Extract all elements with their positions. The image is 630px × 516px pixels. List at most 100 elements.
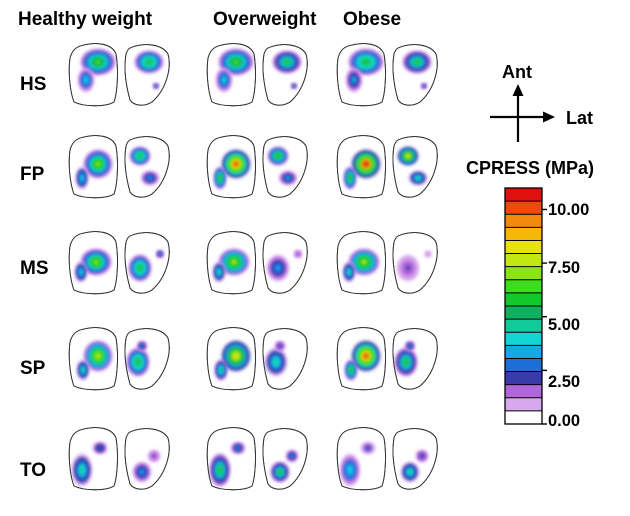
lateral-plate-border bbox=[392, 232, 438, 294]
lateral-plate-outline bbox=[392, 136, 438, 198]
pressure-map-hs-0 bbox=[68, 43, 170, 107]
colorbar-title: CPRESS (MPa) bbox=[466, 158, 595, 178]
pressure-map-hs-1 bbox=[206, 43, 308, 107]
pressure-contour bbox=[140, 470, 144, 474]
colorbar-segment bbox=[505, 332, 542, 346]
pressure-contour bbox=[352, 77, 356, 83]
lateral-arrowhead bbox=[543, 111, 555, 123]
pressure-contour bbox=[423, 85, 425, 87]
lateral-plate bbox=[262, 328, 308, 390]
pressure-contour bbox=[231, 259, 237, 265]
pressure-map-sp-1 bbox=[206, 327, 308, 391]
anterior-label: Ant bbox=[502, 62, 532, 82]
medial-plate-border bbox=[68, 135, 118, 199]
pressure-contour bbox=[293, 85, 295, 87]
pressure-contour bbox=[94, 59, 102, 65]
pressure-contour bbox=[286, 176, 290, 180]
medial-plate bbox=[336, 135, 386, 199]
medial-plate bbox=[68, 43, 118, 107]
pressure-contour bbox=[155, 85, 157, 87]
lateral-plate-border bbox=[262, 328, 308, 390]
medial-plate bbox=[206, 135, 256, 199]
pressure-contour bbox=[406, 154, 410, 158]
medial-plate bbox=[68, 231, 118, 295]
colorbar-segment bbox=[505, 188, 542, 202]
pressure-contour bbox=[95, 353, 101, 359]
pressure-map-to-2 bbox=[336, 427, 438, 491]
lateral-label: Lat bbox=[566, 108, 593, 128]
medial-plate-border bbox=[336, 43, 386, 107]
pressure-contour bbox=[232, 59, 240, 65]
pressure-contour bbox=[347, 270, 351, 274]
pressure-contour bbox=[362, 59, 370, 65]
lateral-plate-border bbox=[124, 44, 170, 106]
pressure-contour bbox=[427, 253, 429, 255]
lateral-plate-border bbox=[124, 328, 170, 390]
pressure-contour bbox=[348, 175, 352, 181]
pressure-contour bbox=[233, 353, 239, 359]
pressure-map-fp-1 bbox=[206, 135, 308, 199]
row-label-ms: MS bbox=[20, 258, 49, 279]
colorbar-segment bbox=[505, 240, 542, 254]
colorbar-segment bbox=[505, 266, 542, 281]
medial-plate-border bbox=[206, 43, 256, 107]
pressure-contour bbox=[81, 368, 85, 372]
pressure-contour bbox=[416, 176, 420, 180]
pressure-contour bbox=[218, 175, 222, 181]
colorbar-segment bbox=[505, 371, 542, 386]
pressure-contour bbox=[159, 253, 161, 255]
pressure-contour bbox=[278, 470, 282, 474]
pressure-map-to-0 bbox=[68, 427, 170, 491]
lateral-plate bbox=[124, 328, 170, 390]
pressure-contour bbox=[363, 161, 369, 167]
colorbar-segment bbox=[505, 279, 542, 294]
lateral-plate-border bbox=[262, 44, 308, 106]
pressure-contour bbox=[152, 454, 156, 458]
colorbar-segment bbox=[505, 306, 542, 320]
colorbar-tick-label: 7.50 bbox=[548, 259, 581, 277]
lateral-plate bbox=[392, 232, 438, 294]
pressure-contour bbox=[403, 359, 409, 365]
colorbar-segment bbox=[505, 410, 542, 425]
pressure-contour bbox=[222, 77, 226, 83]
colorbar-segment bbox=[505, 384, 542, 399]
pressure-contour bbox=[218, 466, 222, 474]
medial-plate bbox=[206, 43, 256, 107]
colorbar-segment bbox=[505, 201, 542, 215]
pressure-contour bbox=[141, 345, 143, 347]
pressure-contour bbox=[361, 259, 367, 265]
lateral-plate-border bbox=[392, 44, 438, 106]
medial-plate-border bbox=[206, 231, 256, 295]
lateral-plate-outline bbox=[124, 136, 170, 198]
colorbar-frame bbox=[504, 187, 543, 425]
lateral-plate bbox=[392, 44, 438, 106]
medial-plate-border bbox=[206, 135, 256, 199]
pressure-contour bbox=[98, 446, 102, 450]
pressure-contour bbox=[146, 59, 152, 65]
lateral-plate-border bbox=[392, 136, 438, 198]
medial-plate-border bbox=[68, 427, 118, 491]
medial-plate-border bbox=[68, 231, 118, 295]
colorbar-segment bbox=[505, 358, 542, 372]
pressure-contour bbox=[80, 175, 84, 181]
lateral-plate bbox=[124, 44, 170, 106]
pressure-contour bbox=[297, 253, 299, 255]
lateral-plate bbox=[124, 428, 170, 490]
pressure-contour bbox=[219, 368, 223, 372]
colorbar-segment bbox=[505, 345, 542, 359]
lateral-plate bbox=[392, 328, 438, 390]
lateral-plate bbox=[262, 44, 308, 106]
lateral-plate bbox=[392, 136, 438, 198]
lateral-plate bbox=[124, 136, 170, 198]
lateral-plate bbox=[392, 428, 438, 490]
pressure-contour bbox=[137, 265, 143, 271]
medial-plate bbox=[336, 43, 386, 107]
column-header-obese: Obese bbox=[343, 9, 402, 30]
medial-plate bbox=[68, 135, 118, 199]
colorbar-segment bbox=[505, 397, 542, 412]
lateral-plate-border bbox=[392, 328, 438, 390]
pressure-map-hs-2 bbox=[336, 43, 438, 107]
row-label-sp: SP bbox=[20, 358, 46, 379]
colorbar-tick-label: 0.00 bbox=[548, 412, 581, 430]
